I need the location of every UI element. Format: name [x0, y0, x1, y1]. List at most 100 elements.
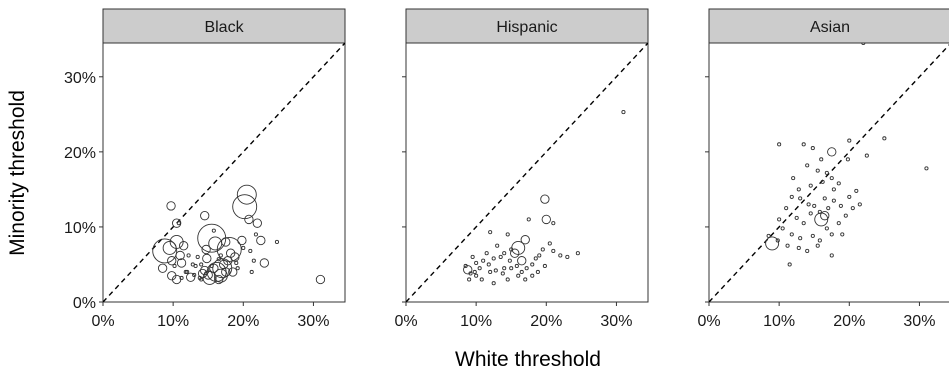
data-point: [211, 228, 216, 233]
data-point: [820, 179, 825, 184]
data-point: [315, 274, 326, 285]
data-point: [192, 272, 197, 278]
data-point: [847, 138, 852, 143]
data-point: [824, 226, 829, 231]
data-point: [470, 254, 475, 260]
y-tick-label: 30%: [64, 70, 96, 87]
data-point: [808, 211, 813, 216]
data-point: [463, 263, 468, 269]
facet-strip: [102, 8, 346, 44]
data-point: [819, 157, 824, 162]
data-point: [244, 214, 254, 225]
data-point: [486, 262, 491, 267]
data-point: [840, 232, 845, 237]
data-point: [810, 233, 815, 238]
data-point: [505, 277, 510, 282]
data-point: [214, 274, 224, 285]
x-tick-label: 30%: [297, 313, 329, 330]
data-point: [824, 170, 829, 175]
data-point: [812, 203, 817, 208]
data-point: [810, 146, 815, 151]
data-point: [493, 268, 498, 273]
data-point: [541, 214, 551, 225]
data-point: [789, 232, 794, 237]
data-point: [791, 176, 796, 181]
data-point: [500, 271, 505, 276]
data-point: [221, 237, 231, 247]
data-point: [822, 196, 827, 201]
data-point: [530, 262, 535, 267]
data-point: [236, 184, 257, 205]
data-point: [186, 272, 196, 282]
x-tick-label: 0%: [91, 313, 114, 330]
data-point: [237, 235, 247, 246]
data-point: [509, 266, 514, 271]
data-point: [256, 235, 266, 246]
data-point: [829, 176, 834, 181]
data-point: [766, 233, 771, 238]
data-point: [519, 269, 524, 275]
data-point: [621, 110, 626, 115]
data-point: [216, 257, 221, 262]
data-point: [551, 221, 556, 226]
data-point: [152, 238, 178, 264]
data-point: [166, 201, 176, 211]
data-point: [259, 258, 269, 268]
panel-hispanic: Hispanic 0% 10% 20% 30%: [394, 8, 649, 330]
data-point: [463, 265, 473, 275]
data-point: [524, 266, 529, 271]
facet-strip: [405, 8, 649, 44]
data-point: [251, 258, 256, 263]
data-point: [815, 243, 820, 248]
data-point: [517, 256, 527, 266]
data-point: [805, 163, 810, 168]
data-point: [829, 232, 834, 237]
data-point: [248, 248, 253, 254]
data-point: [836, 221, 841, 226]
data-point: [510, 248, 520, 258]
y-tick-label: 20%: [64, 145, 96, 162]
data-point: [796, 245, 801, 250]
data-point: [777, 217, 782, 222]
facet-strip-label: Asian: [810, 19, 850, 36]
data-point: [209, 263, 214, 269]
data-point: [784, 206, 789, 211]
data-point: [798, 196, 803, 201]
data-point: [854, 188, 859, 193]
data-point: [801, 142, 806, 147]
data-point: [850, 206, 855, 211]
data-point: [253, 232, 258, 237]
data-point: [195, 254, 200, 260]
data-point: [805, 248, 810, 254]
data-point: [477, 266, 482, 271]
data-point: [488, 230, 493, 235]
data-point: [530, 273, 535, 278]
facet-strip-label: Black: [204, 19, 244, 36]
data-point: [523, 277, 528, 282]
data-point: [820, 211, 830, 221]
data-point: [235, 266, 240, 271]
x-tick-label: 0%: [394, 313, 417, 330]
data-point: [520, 235, 530, 245]
data-point: [502, 266, 507, 271]
chart-panels: Black 0% 10% 20% 30% 0% 10% 20% 30% Hispanic 0% 10%…: [64, 8, 949, 330]
plot-area: [405, 42, 649, 303]
x-tick-label: 10%: [460, 313, 492, 330]
data-point: [789, 194, 794, 199]
data-point: [829, 253, 834, 258]
x-tick-label: 10%: [763, 313, 795, 330]
data-point: [785, 243, 790, 248]
data-point: [775, 238, 780, 243]
data-point: [509, 247, 514, 252]
panel-black: Black 0% 10% 20% 30% 0% 10% 20% 30%: [64, 8, 346, 330]
data-point: [540, 194, 550, 204]
data-point: [575, 251, 580, 256]
data-point: [765, 236, 780, 251]
data-point: [817, 238, 822, 243]
data-point: [484, 251, 489, 256]
data-point: [167, 256, 177, 266]
data-point: [234, 260, 239, 266]
data-point: [551, 248, 556, 254]
x-tick-label: 30%: [903, 313, 935, 330]
data-point: [157, 263, 168, 273]
